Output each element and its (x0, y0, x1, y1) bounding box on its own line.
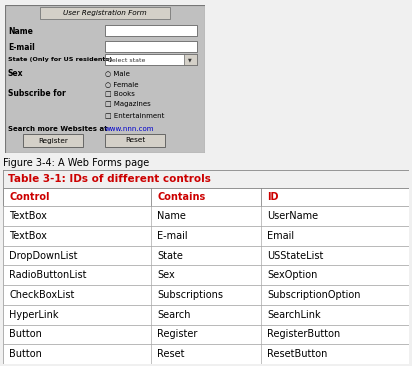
FancyBboxPatch shape (5, 5, 205, 153)
FancyBboxPatch shape (3, 170, 409, 188)
Text: ResetButton: ResetButton (267, 349, 327, 359)
Text: Button: Button (9, 349, 42, 359)
Text: Sex: Sex (157, 270, 175, 280)
Text: www.nnn.com: www.nnn.com (105, 126, 154, 132)
Text: UserName: UserName (267, 211, 318, 221)
FancyBboxPatch shape (23, 134, 83, 147)
Text: User Registration Form: User Registration Form (63, 10, 147, 16)
Text: Email: Email (267, 231, 294, 241)
Text: TextBox: TextBox (9, 231, 47, 241)
FancyBboxPatch shape (3, 206, 409, 226)
Text: Select state: Select state (108, 57, 145, 63)
FancyBboxPatch shape (3, 188, 409, 206)
Text: □ Entertainment: □ Entertainment (105, 112, 164, 118)
Text: HyperLink: HyperLink (9, 310, 59, 320)
Text: □ Magazines: □ Magazines (105, 101, 151, 107)
FancyBboxPatch shape (3, 265, 409, 285)
Text: SearchLink: SearchLink (267, 310, 321, 320)
Text: Search: Search (157, 310, 191, 320)
FancyBboxPatch shape (3, 246, 409, 265)
FancyBboxPatch shape (3, 226, 409, 246)
Text: USStateList: USStateList (267, 251, 323, 261)
Text: Control: Control (9, 193, 49, 202)
Text: E-mail: E-mail (8, 42, 35, 52)
Text: Name: Name (8, 26, 33, 36)
Text: RadioButtonList: RadioButtonList (9, 270, 87, 280)
Text: E-mail: E-mail (157, 231, 188, 241)
Text: SexOption: SexOption (267, 270, 317, 280)
Text: Figure 3-4: A Web Forms page: Figure 3-4: A Web Forms page (3, 158, 149, 168)
Text: Register: Register (38, 138, 68, 143)
Text: ○ Male: ○ Male (105, 70, 130, 76)
Text: SubscriptionOption: SubscriptionOption (267, 290, 360, 300)
Text: Table 3-1: IDs of different controls: Table 3-1: IDs of different controls (8, 174, 211, 184)
FancyBboxPatch shape (3, 305, 409, 325)
Text: TextBox: TextBox (9, 211, 47, 221)
Text: ○ Female: ○ Female (105, 81, 138, 87)
Text: State (Only for US residents): State (Only for US residents) (8, 57, 112, 63)
Text: Subscriptions: Subscriptions (157, 290, 223, 300)
FancyBboxPatch shape (184, 54, 197, 65)
Text: Reset: Reset (157, 349, 185, 359)
Text: Subscribe for: Subscribe for (8, 89, 66, 97)
FancyBboxPatch shape (3, 170, 409, 364)
FancyBboxPatch shape (105, 54, 197, 65)
Text: Sex: Sex (8, 68, 23, 78)
Text: Button: Button (9, 329, 42, 339)
Text: Register: Register (157, 329, 198, 339)
Text: Reset: Reset (125, 138, 145, 143)
Text: Contains: Contains (157, 193, 206, 202)
Text: Name: Name (157, 211, 186, 221)
FancyBboxPatch shape (40, 7, 170, 19)
Text: ID: ID (267, 193, 279, 202)
Text: ▼: ▼ (188, 57, 192, 63)
Text: Search more Websites at: Search more Websites at (8, 126, 108, 132)
FancyBboxPatch shape (3, 325, 409, 344)
Text: RegisterButton: RegisterButton (267, 329, 340, 339)
Text: DropDownList: DropDownList (9, 251, 77, 261)
Text: □ Books: □ Books (105, 90, 135, 96)
FancyBboxPatch shape (105, 134, 165, 147)
Text: CheckBoxList: CheckBoxList (9, 290, 75, 300)
FancyBboxPatch shape (105, 41, 197, 52)
FancyBboxPatch shape (3, 285, 409, 305)
FancyBboxPatch shape (3, 344, 409, 364)
FancyBboxPatch shape (105, 25, 197, 36)
Text: State: State (157, 251, 183, 261)
